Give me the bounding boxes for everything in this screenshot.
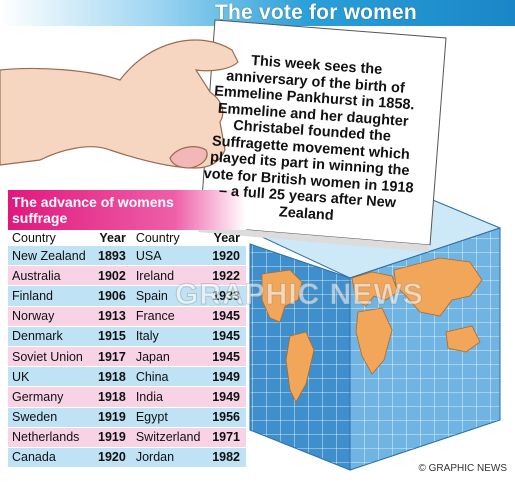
year-cell: 1918: [91, 366, 132, 388]
table-row: New Zealand 1893 USA 1920: [8, 246, 246, 267]
country-cell: UK: [8, 366, 92, 388]
country-cell: Denmark: [8, 326, 92, 347]
year-cell: 1982: [205, 447, 246, 469]
page-title: The vote for women: [215, 1, 417, 24]
country-cell: India: [131, 386, 206, 408]
suffrage-table: Country Year Country Year New Zealand 189…: [8, 230, 246, 469]
year-cell: 1902: [91, 265, 132, 287]
table-heading: The advance of womens suffrage: [12, 194, 174, 226]
country-cell: Soviet Union: [8, 346, 92, 368]
year-cell: 1949: [205, 386, 246, 408]
column-header: Country: [12, 231, 56, 245]
country-cell: Japan: [131, 346, 206, 368]
year-cell: 1917: [91, 346, 132, 368]
table-header-row: Country Year Country Year: [8, 230, 246, 246]
year-cell: 1913: [91, 306, 132, 327]
column-header: Country: [135, 231, 180, 245]
year-cell: 1949: [205, 366, 246, 388]
world-map-icon: [261, 257, 483, 403]
table-row: Canada 1920 Jordan 1982: [8, 447, 246, 469]
credit: © GRAPHIC NEWS: [418, 463, 508, 474]
table-row: Denmark 1915 Italy 1945: [8, 326, 246, 347]
column-header: Year: [213, 231, 240, 245]
table-row: Soviet Union 1917 Japan 1945: [8, 346, 246, 368]
note-text: This week sees the anniversary of the bi…: [203, 52, 416, 224]
year-cell: 1906: [91, 285, 132, 307]
watermark: GRAPHIC NEWS: [175, 278, 424, 312]
year-cell: 1919: [91, 427, 132, 448]
country-cell: Egypt: [131, 407, 206, 428]
year-cell: 1945: [205, 306, 246, 327]
country-cell: Spain: [131, 285, 206, 307]
table-heading-band: [8, 190, 246, 230]
country-cell: Netherlands: [8, 427, 92, 448]
table-row: Sweden 1919 Egypt 1956: [8, 407, 246, 428]
year-cell: 1893: [91, 246, 132, 267]
table-row: Germany 1918 India 1949: [8, 386, 246, 408]
title-bar: [0, 0, 515, 26]
year-cell: 1971: [205, 427, 246, 448]
year-cell: 1915: [91, 326, 132, 347]
country-cell: Switzerland: [131, 427, 206, 448]
table-row: Netherlands 1919 Switzerland 1971: [8, 427, 246, 448]
column-header: Year: [99, 231, 126, 245]
table-row: Finland 1906 Spain 1933: [8, 285, 246, 307]
year-cell: 1918: [91, 386, 132, 408]
country-cell: France: [131, 306, 206, 327]
country-cell: Italy: [131, 326, 206, 347]
country-cell: Sweden: [8, 407, 92, 428]
country-cell: Germany: [8, 386, 92, 408]
table-row: Norway 1913 France 1945: [8, 306, 246, 327]
country-cell: Norway: [8, 306, 92, 327]
country-cell: Australia: [8, 265, 92, 287]
hand-icon: [0, 39, 239, 169]
country-cell: Ireland: [131, 265, 206, 287]
year-cell: 1956: [205, 407, 246, 428]
country-cell: New Zealand: [8, 246, 92, 267]
year-cell: 1920: [205, 246, 246, 267]
table-row: Australia 1902 Ireland 1922: [8, 265, 246, 287]
year-cell: 1933: [205, 285, 246, 307]
year-cell: 1945: [205, 346, 246, 368]
note-card: [198, 19, 447, 252]
country-cell: Finland: [8, 285, 92, 307]
country-cell: Canada: [8, 447, 92, 469]
country-cell: Jordan: [131, 447, 206, 469]
country-cell: USA: [131, 246, 206, 267]
table-row: UK 1918 China 1949: [8, 366, 246, 388]
year-cell: 1920: [91, 447, 132, 469]
year-cell: 1922: [205, 265, 246, 287]
country-cell: China: [131, 366, 206, 388]
year-cell: 1945: [205, 326, 246, 347]
year-cell: 1919: [91, 407, 132, 428]
